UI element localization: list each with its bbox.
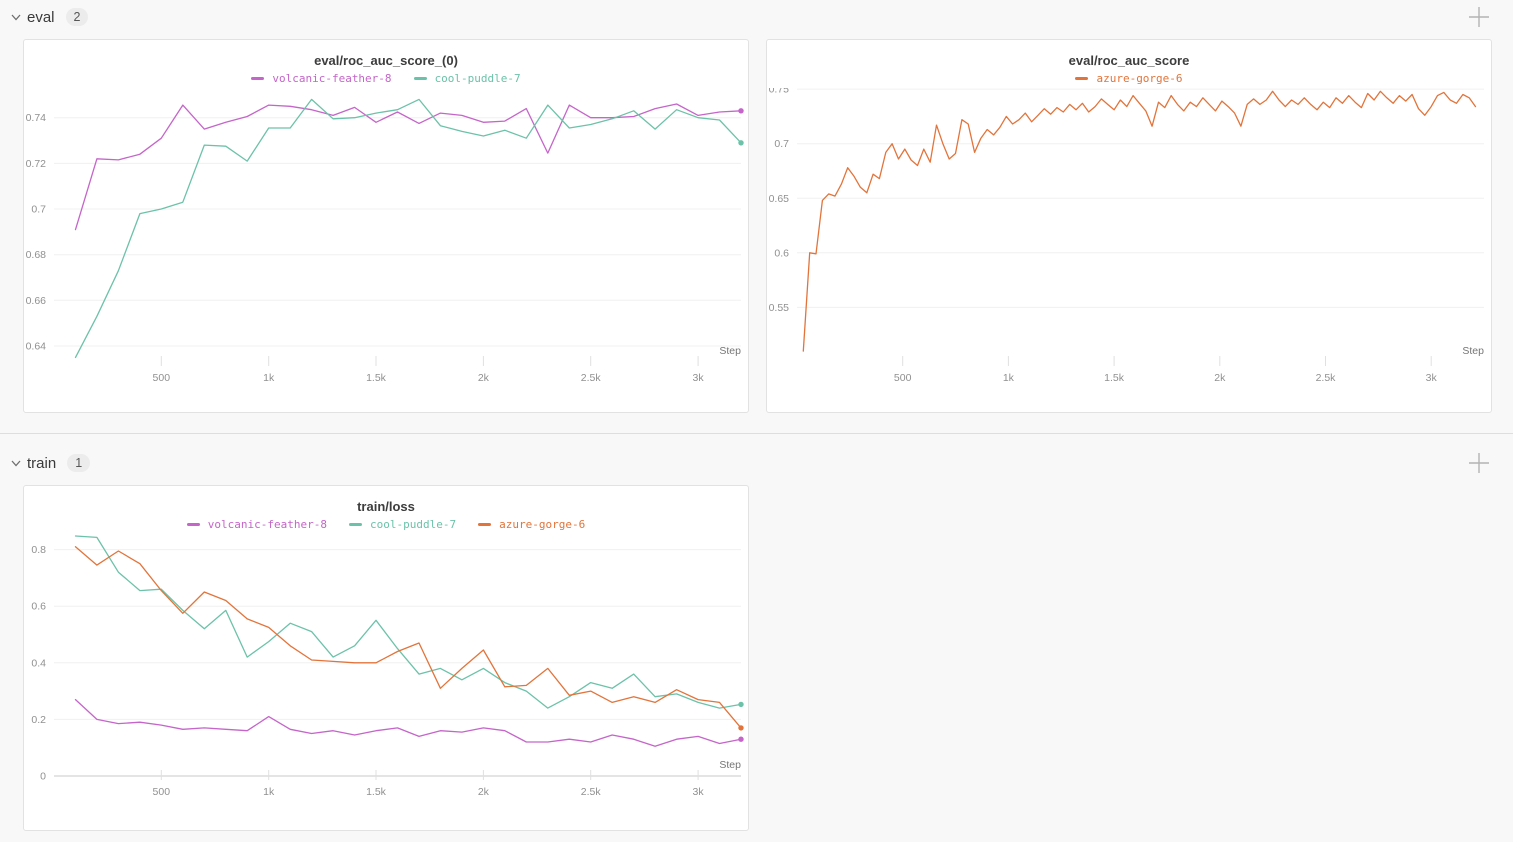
svg-text:3k: 3k xyxy=(693,372,705,384)
section-divider xyxy=(0,433,1513,434)
section-title: train xyxy=(27,454,57,472)
legend-item: cool-puddle-7 xyxy=(413,72,521,85)
legend-swatch xyxy=(186,523,200,526)
svg-text:Step: Step xyxy=(719,345,741,357)
svg-text:Step: Step xyxy=(719,759,741,771)
svg-text:0.8: 0.8 xyxy=(31,544,46,556)
svg-text:3k: 3k xyxy=(693,786,705,798)
svg-text:0.65: 0.65 xyxy=(769,193,790,205)
plot-area[interactable]: 0.64 0.66 0.68 0.7 0.72 0.74 500 1k 1.5k 2k 2.5k 3k… xyxy=(24,88,748,400)
run-name: volcanic-feather-8 xyxy=(272,72,392,85)
add-panel-icon[interactable] xyxy=(1467,5,1491,29)
section-header-train: train 1 xyxy=(0,446,1513,480)
svg-text:2.5k: 2.5k xyxy=(1316,372,1337,384)
run-name: azure-gorge-6 xyxy=(499,518,586,531)
legend-item: azure-gorge-6 xyxy=(478,518,585,531)
svg-text:0.6: 0.6 xyxy=(31,601,46,613)
chart-title: train/loss xyxy=(357,499,415,514)
section-train: train 1 train/loss volcanic-feather-8 coo… xyxy=(0,446,1513,831)
run-name: volcanic-feather-8 xyxy=(207,518,328,531)
chart-title: eval/roc_auc_score_(0) xyxy=(314,53,458,68)
svg-text:0.2: 0.2 xyxy=(31,714,46,726)
svg-text:500: 500 xyxy=(153,372,171,384)
svg-text:Step: Step xyxy=(1462,345,1484,357)
svg-text:1k: 1k xyxy=(1003,372,1015,384)
legend-item: azure-gorge-6 xyxy=(1075,72,1183,85)
svg-text:0.66: 0.66 xyxy=(26,295,47,307)
svg-text:500: 500 xyxy=(894,372,912,384)
svg-text:3k: 3k xyxy=(1426,372,1438,384)
legend-swatch xyxy=(413,77,427,80)
svg-text:2.5k: 2.5k xyxy=(581,786,602,798)
chart-panel-roc-auc-score-0[interactable]: eval/roc_auc_score_(0) volcanic-feather-… xyxy=(23,39,749,413)
panel-grid-train: train/loss volcanic-feather-8 cool-puddle… xyxy=(0,485,1513,831)
svg-text:0.64: 0.64 xyxy=(26,341,47,353)
chevron-down-icon[interactable] xyxy=(8,455,24,471)
legend-swatch xyxy=(1075,77,1089,80)
plot-area[interactable]: 0.55 0.6 0.65 0.7 0.75 500 1k 1.5k 2k 2.5k 3k Step xyxy=(767,88,1491,400)
svg-text:1k: 1k xyxy=(263,372,275,384)
panel-grid-eval: eval/roc_auc_score_(0) volcanic-feather-… xyxy=(0,39,1513,413)
run-name: azure-gorge-6 xyxy=(1096,72,1183,85)
plot-area[interactable]: 0 0.2 0.4 0.6 0.8 500 1k 1.5k 2k 2.5k 3k Step xyxy=(24,534,748,818)
section-title: eval xyxy=(27,8,55,26)
svg-text:0.4: 0.4 xyxy=(31,657,46,669)
panel-count-badge: 2 xyxy=(65,8,89,26)
section-header-eval: eval 2 xyxy=(0,0,1513,34)
chart-title: eval/roc_auc_score xyxy=(1068,53,1190,68)
svg-text:2.5k: 2.5k xyxy=(581,372,602,384)
chevron-down-icon[interactable] xyxy=(8,9,24,25)
svg-text:1.5k: 1.5k xyxy=(366,372,387,384)
chart-panel-roc-auc-score[interactable]: eval/roc_auc_score azure-gorge-6 0.55 0.6… xyxy=(766,39,1492,413)
chart-legend: volcanic-feather-8 cool-puddle-7 azure-gor… xyxy=(24,518,748,534)
svg-text:500: 500 xyxy=(153,786,171,798)
panel-count-badge: 1 xyxy=(67,454,91,472)
add-panel-icon[interactable] xyxy=(1467,451,1491,475)
legend-swatch xyxy=(251,77,265,80)
chart-panel-train-loss[interactable]: train/loss volcanic-feather-8 cool-puddle… xyxy=(23,485,749,831)
svg-text:0.6: 0.6 xyxy=(774,247,789,259)
legend-item: volcanic-feather-8 xyxy=(186,518,328,531)
svg-text:1k: 1k xyxy=(263,786,275,798)
chart-legend: azure-gorge-6 xyxy=(767,72,1491,88)
svg-text:1.5k: 1.5k xyxy=(366,786,387,798)
svg-text:0.7: 0.7 xyxy=(31,204,46,216)
legend-item: volcanic-feather-8 xyxy=(251,72,392,85)
section-eval: eval 2 eval/roc_auc_score_(0) volcanic-f… xyxy=(0,0,1513,413)
svg-text:2k: 2k xyxy=(478,372,490,384)
svg-text:2k: 2k xyxy=(1214,372,1226,384)
svg-text:0.7: 0.7 xyxy=(774,138,789,150)
legend-item: cool-puddle-7 xyxy=(349,518,456,531)
svg-text:0.55: 0.55 xyxy=(769,302,790,314)
legend-swatch xyxy=(349,523,363,526)
svg-text:1.5k: 1.5k xyxy=(1104,372,1125,384)
svg-text:0.74: 0.74 xyxy=(26,112,47,124)
chart-legend: volcanic-feather-8 cool-puddle-7 xyxy=(24,72,748,88)
svg-text:0: 0 xyxy=(40,771,46,783)
svg-text:0.68: 0.68 xyxy=(26,249,47,261)
legend-swatch xyxy=(478,523,492,526)
run-name: cool-puddle-7 xyxy=(434,72,521,85)
svg-text:2k: 2k xyxy=(478,786,490,798)
svg-text:0.72: 0.72 xyxy=(26,158,47,170)
svg-text:0.75: 0.75 xyxy=(769,88,790,96)
run-name: cool-puddle-7 xyxy=(370,518,457,531)
